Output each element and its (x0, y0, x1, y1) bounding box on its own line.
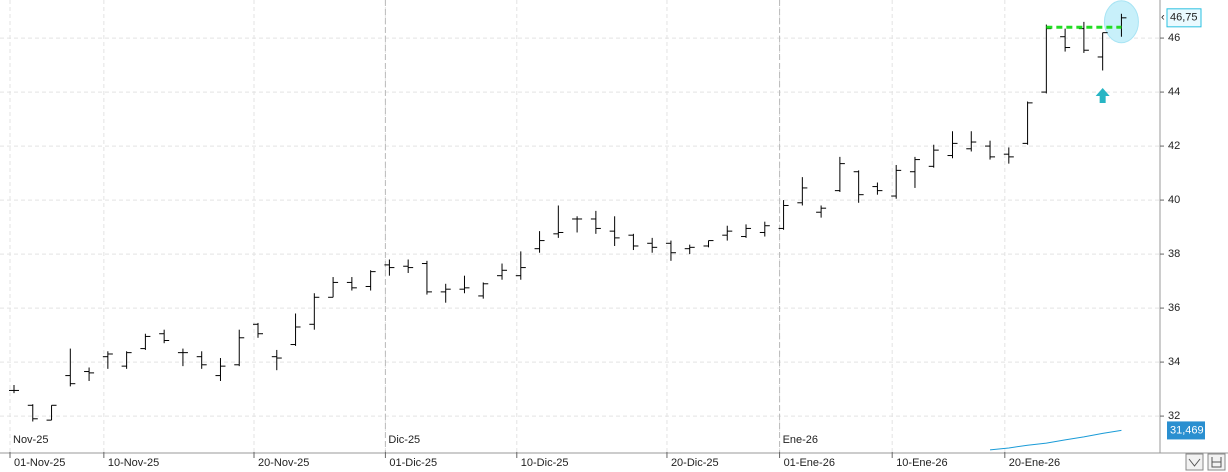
grid (0, 0, 1160, 452)
scroll-controls[interactable] (1185, 453, 1226, 471)
y-tick-label: 40 (1168, 194, 1180, 206)
y-tick-label: 46 (1168, 32, 1180, 44)
month-label: Nov-25 (13, 434, 48, 446)
fit-icon (1211, 457, 1222, 468)
x-tick-label: 10-Dic-25 (521, 457, 569, 469)
x-tick-label: 10-Ene-26 (896, 457, 947, 469)
indicator-label: 31,469 (1170, 424, 1204, 436)
month-label: Ene-26 (783, 434, 818, 446)
x-tick-label: 20-Ene-26 (1009, 457, 1060, 469)
up-arrow (1095, 88, 1110, 103)
y-tick-label: 38 (1168, 248, 1180, 260)
x-tick-label: 01-Ene-26 (784, 457, 835, 469)
y-tick-label: 32 (1168, 410, 1180, 422)
y-tick-label: 42 (1168, 140, 1180, 152)
x-tick-label: 20-Dic-25 (671, 457, 719, 469)
scroll-icon (1188, 458, 1201, 467)
x-tick-label: 20-Nov-25 (258, 457, 309, 469)
y-tick-label: 44 (1168, 86, 1180, 98)
last-price-label: 46,75 (1170, 12, 1198, 24)
month-label: Dic-25 (388, 434, 420, 446)
y-tick-label: 34 (1168, 356, 1180, 368)
indicator-line (989, 429, 1122, 451)
x-tick-label: 01-Dic-25 (389, 457, 437, 469)
indicator-box (1167, 421, 1205, 440)
y-tick-label: 36 (1168, 302, 1180, 314)
scroll-button[interactable] (1185, 453, 1204, 471)
x-tick-label: 01-Nov-25 (14, 457, 65, 469)
last-price-pointer: ‹ (1161, 12, 1165, 24)
x-tick-label: 10-Nov-25 (108, 457, 159, 469)
last-price-box (1166, 8, 1202, 28)
